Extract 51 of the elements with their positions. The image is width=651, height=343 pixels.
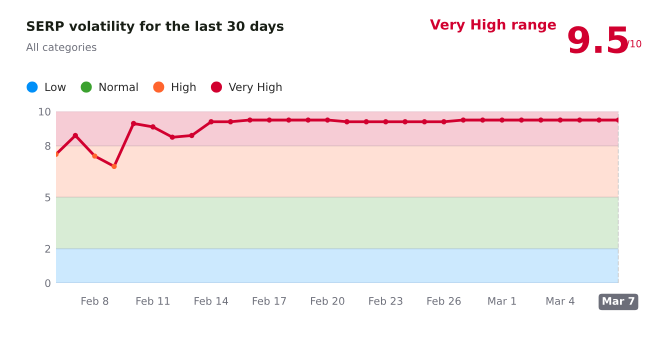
point [92,153,98,159]
legend-label: Low [45,82,66,92]
chart-subtitle: All categories [26,42,96,54]
legend-label: Normal [100,82,138,92]
y-tick-label: 8 [45,142,50,150]
x-tick-label: Feb 8 [82,296,108,305]
point [422,119,428,124]
point [72,132,78,138]
point [324,117,330,123]
chart-title: SERP volatility for the last 30 days [26,20,284,34]
point [538,117,544,123]
x-tick-label: Feb 14 [194,296,228,305]
x-tick-label: Mar 1 [488,297,516,305]
point [518,117,524,123]
point [344,119,350,124]
text: Very High range [430,18,556,32]
x-tick-label: Feb 11 [136,296,170,305]
point [150,124,156,130]
y-tick-label: 5 [45,194,50,202]
point [499,117,505,123]
y-tick-label: 10 [39,108,50,116]
point [170,134,175,140]
point [480,117,486,123]
point [596,117,602,123]
point [441,119,446,124]
point [364,119,369,124]
point [402,119,408,124]
y-tick-label: 0 [45,279,50,288]
x-tick-label: Mar 7 [602,297,634,305]
point [130,120,136,126]
point [247,117,253,123]
x-tick-label: Feb 23 [369,296,402,305]
text: 9.5 [568,26,628,54]
point [558,117,563,123]
y-tick-label: 2 [45,244,50,253]
point [286,117,292,123]
x-tick-label: Feb 26 [427,296,461,305]
point [266,117,272,123]
legend-label: Very High [228,82,282,94]
x-tick-label: Feb 20 [311,296,344,305]
x-tick-label: Feb 17 [252,296,286,305]
point [112,164,117,169]
point [383,119,388,124]
legend-label: High [172,82,196,94]
point [306,117,311,123]
point [228,119,234,124]
point [577,117,582,123]
x-tick-label: Mar 4 [546,297,574,305]
point [208,119,214,124]
point [460,117,466,123]
point [189,132,194,138]
